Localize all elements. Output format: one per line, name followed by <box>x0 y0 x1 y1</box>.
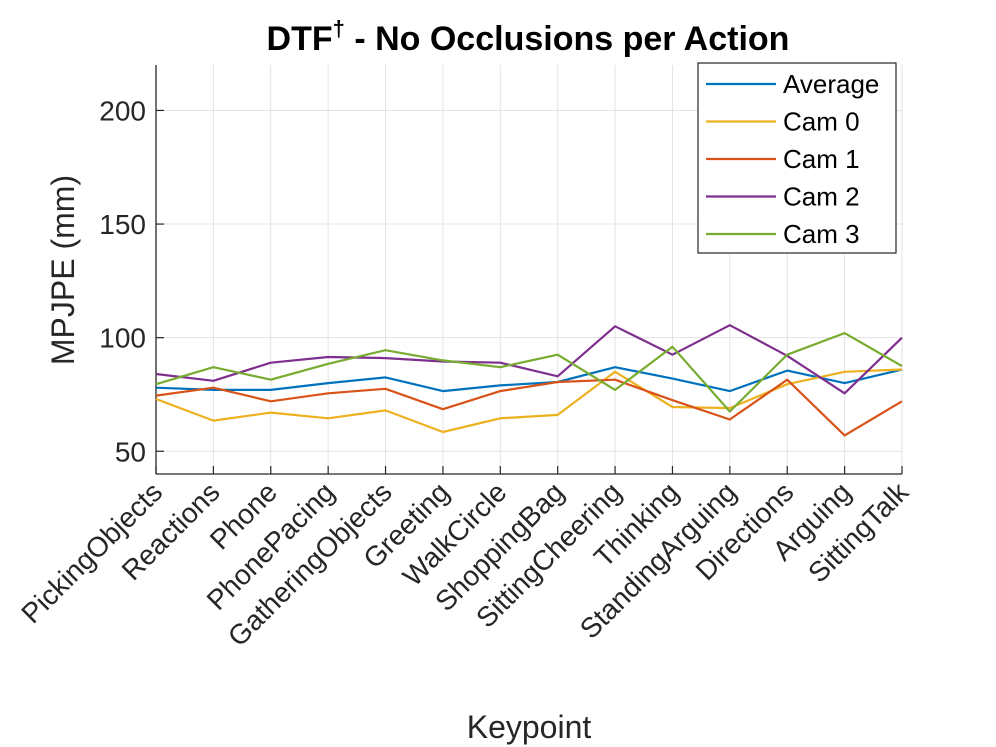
series-line-cam-1 <box>155 378 903 437</box>
y-tick-label: 200 <box>99 95 146 126</box>
series-line-average <box>155 366 903 393</box>
series-line-cam-0 <box>155 368 903 434</box>
series-line-cam-3 <box>155 332 903 413</box>
series-lines <box>155 324 903 437</box>
legend-label: Average <box>783 69 879 99</box>
legend-label: Cam 2 <box>783 182 860 212</box>
grid-lines <box>155 65 903 474</box>
series-line-cam-2 <box>155 324 903 395</box>
axes <box>155 65 903 475</box>
y-tick-label: 100 <box>99 323 146 354</box>
chart-title-main: DTF <box>267 20 333 58</box>
legend-label: Cam 3 <box>783 219 860 249</box>
x-axis-label: Keypoint <box>467 709 592 745</box>
y-tick-label: 50 <box>115 436 146 467</box>
chart-title-superscript: † <box>333 16 345 41</box>
y-tick-label: 150 <box>99 209 146 240</box>
legend-label: Cam 1 <box>783 144 860 174</box>
legend-label: Cam 0 <box>783 107 860 137</box>
chart-title-suffix: - No Occlusions per Action <box>345 20 790 58</box>
chart-title: DTF† - No Occlusions per Action <box>267 16 790 58</box>
legend: Average Cam 0 Cam 1 Cam 2 Cam 3 <box>697 62 897 254</box>
y-axis-label: MPJPE (mm) <box>45 175 81 365</box>
